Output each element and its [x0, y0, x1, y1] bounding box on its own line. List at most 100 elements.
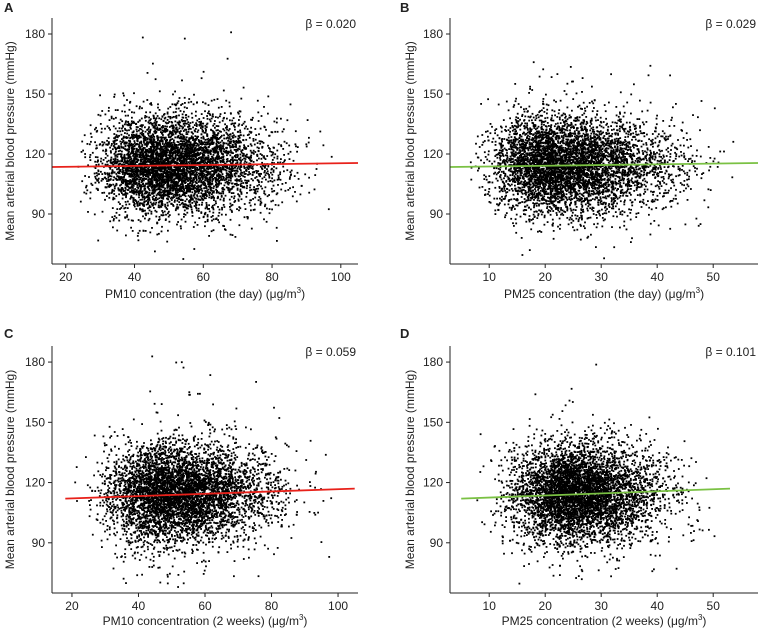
- scatter-point: [177, 191, 179, 194]
- scatter-point: [158, 200, 161, 203]
- scatter-point: [154, 127, 156, 130]
- scatter-point: [184, 191, 186, 194]
- scatter-point: [183, 189, 186, 192]
- scatter-point: [127, 173, 129, 175]
- scatter-point: [168, 151, 171, 154]
- scatter-point: [215, 191, 218, 194]
- scatter-point: [175, 192, 178, 194]
- scatter-point: [237, 139, 240, 142]
- scatter-point: [207, 165, 209, 167]
- scatter-point: [277, 204, 280, 207]
- scatter-point: [161, 131, 164, 134]
- scatter-point: [254, 189, 256, 192]
- scatter-point: [182, 183, 184, 186]
- scatter-point: [166, 189, 168, 192]
- scatter-point: [124, 172, 126, 174]
- scatter-point: [211, 179, 214, 181]
- scatter-point: [112, 125, 115, 128]
- scatter-point: [226, 57, 229, 60]
- scatter-point: [162, 170, 164, 173]
- scatter-point: [139, 141, 141, 144]
- scatter-point: [252, 179, 254, 182]
- scatter-point: [307, 141, 310, 144]
- scatter-point: [196, 137, 198, 140]
- scatter-point: [212, 211, 215, 214]
- scatter-point: [167, 179, 170, 181]
- scatter-point: [117, 153, 120, 156]
- scatter-point: [161, 177, 164, 180]
- scatter-point: [104, 150, 107, 153]
- scatter-point: [248, 133, 250, 136]
- scatter-point: [240, 160, 242, 162]
- scatter-point: [126, 207, 129, 209]
- scatter-point: [240, 198, 243, 201]
- scatter-point: [219, 198, 222, 201]
- scatter-point: [211, 173, 214, 176]
- scatter-point: [265, 220, 268, 223]
- scatter-point: [140, 133, 143, 136]
- scatter-point: [134, 162, 136, 165]
- scatter-point: [211, 143, 214, 145]
- scatter-point: [251, 116, 254, 119]
- scatter-point: [203, 176, 205, 179]
- scatter-point: [179, 185, 181, 187]
- scatter-point: [225, 172, 228, 174]
- scatter-point: [143, 198, 146, 201]
- scatter-point: [136, 184, 139, 186]
- scatter-point: [218, 182, 220, 185]
- scatter-point: [154, 179, 157, 182]
- scatter-point: [237, 137, 240, 140]
- scatter-point: [127, 160, 130, 163]
- scatter-point: [89, 124, 92, 127]
- scatter-point: [233, 195, 236, 198]
- scatter-point: [113, 139, 116, 142]
- scatter-point: [238, 119, 240, 121]
- scatter-point: [153, 145, 155, 148]
- scatter-point: [143, 201, 145, 204]
- scatter-point: [198, 146, 201, 149]
- scatter-point: [185, 167, 188, 170]
- scatter-point: [197, 158, 200, 161]
- scatter-point: [243, 185, 245, 188]
- scatter-point: [139, 146, 142, 149]
- scatter-point: [94, 177, 97, 180]
- scatter-point: [181, 79, 183, 82]
- scatter-point: [193, 93, 195, 96]
- scatter-point: [217, 129, 219, 131]
- scatter-point: [183, 188, 185, 191]
- scatter-point: [162, 136, 165, 139]
- scatter-point: [104, 198, 106, 201]
- scatter-point: [149, 118, 152, 121]
- scatter-point: [178, 174, 180, 177]
- scatter-point: [140, 208, 143, 211]
- scatter-point: [147, 200, 150, 203]
- scatter-point: [121, 150, 123, 153]
- scatter-point: [158, 185, 160, 188]
- scatter-point: [143, 147, 146, 149]
- scatter-point: [212, 207, 214, 209]
- scatter-point: [164, 205, 167, 208]
- scatter-point: [180, 188, 183, 190]
- scatter-point: [133, 122, 136, 124]
- scatter-point: [158, 124, 161, 127]
- scatter-point: [116, 158, 119, 161]
- scatter-point: [148, 217, 151, 220]
- scatter-point: [261, 145, 264, 148]
- scatter-point: [148, 189, 151, 192]
- scatter-point: [146, 191, 149, 194]
- scatter-point: [228, 151, 230, 154]
- scatter-point: [170, 135, 173, 138]
- scatter-point: [194, 168, 196, 170]
- scatter-point: [213, 123, 216, 125]
- scatter-point: [149, 168, 151, 171]
- scatter-point: [164, 180, 167, 183]
- scatter-point: [173, 184, 176, 187]
- scatter-point: [149, 172, 151, 175]
- scatter-point: [113, 171, 116, 174]
- scatter-point: [141, 170, 143, 173]
- scatter-point: [254, 177, 257, 179]
- scatter-point: [255, 172, 258, 174]
- scatter-point: [113, 176, 115, 179]
- scatter-point: [123, 207, 126, 210]
